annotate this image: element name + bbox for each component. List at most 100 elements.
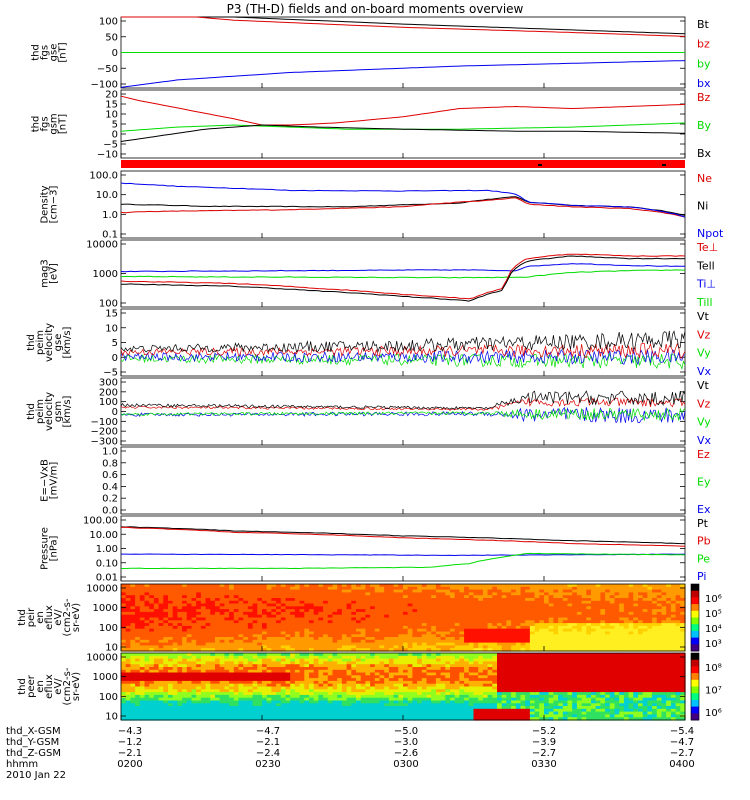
heatmap-cell xyxy=(426,642,432,646)
heatmap-cell xyxy=(647,620,653,624)
heatmap-cell xyxy=(224,645,230,649)
heatmap-cell xyxy=(172,586,178,591)
heatmap-cell xyxy=(591,584,597,588)
heatmap-cell xyxy=(450,686,456,690)
heatmap-cell xyxy=(309,717,315,721)
heatmap-cell xyxy=(562,609,569,613)
heatmap-cell xyxy=(210,658,216,662)
heatmap-cell xyxy=(168,655,174,660)
heatmap-cell xyxy=(130,703,136,707)
heatmap-cell xyxy=(135,628,141,633)
heatmap-cell xyxy=(440,598,446,602)
heatmap-cell xyxy=(168,700,174,704)
heatmap-cell xyxy=(360,686,366,690)
heatmap-cell xyxy=(266,700,272,704)
heatmap-cell xyxy=(168,609,174,613)
heatmap-cell xyxy=(252,678,258,682)
heatmap-cell xyxy=(440,639,446,644)
heatmap-cell xyxy=(247,711,254,715)
heatmap-cell xyxy=(558,614,564,619)
heatmap-cell xyxy=(431,642,437,646)
heatmap-cell xyxy=(257,625,263,630)
heatmap-cell xyxy=(271,603,277,607)
heatmap-cell xyxy=(591,606,597,610)
heatmap-cell xyxy=(135,683,141,688)
panel-electron_energy_flux: 10⁸10⁷10⁶10000100010010thdpeerenefluxeV/… xyxy=(17,653,722,723)
heatmap-cell xyxy=(445,595,451,599)
heatmap-cell xyxy=(280,598,287,602)
y-tick-label: 50 xyxy=(105,32,118,43)
heatmap-cell xyxy=(172,655,178,660)
heatmap-cell xyxy=(210,697,216,702)
heatmap-cell xyxy=(487,655,493,660)
heatmap-cell xyxy=(182,661,188,665)
heatmap-cell xyxy=(229,675,235,679)
heatmap-cell xyxy=(553,592,559,596)
heatmap-cell xyxy=(332,689,338,693)
heatmap-cell xyxy=(670,584,677,588)
heatmap-cell xyxy=(581,617,587,621)
heatmap-cell xyxy=(539,648,545,652)
heatmap-cell xyxy=(492,620,498,624)
heatmap-cell xyxy=(144,680,150,685)
heatmap-cell xyxy=(304,703,310,707)
heatmap-cell xyxy=(200,637,207,641)
heatmap-cell xyxy=(661,625,667,630)
heatmap-cell xyxy=(370,603,376,607)
heatmap-cell xyxy=(243,667,249,671)
heatmap-cell xyxy=(492,717,498,721)
heatmap-cell xyxy=(233,617,240,621)
heatmap-cell xyxy=(304,675,310,679)
heatmap-cell xyxy=(525,614,531,619)
heatmap-cell xyxy=(539,617,545,621)
heatmap-cell xyxy=(567,617,573,621)
heatmap-cell xyxy=(186,717,193,721)
heatmap-cell xyxy=(233,625,240,630)
heatmap-cell xyxy=(431,658,437,662)
heatmap-cell xyxy=(445,680,451,685)
heatmap-cell xyxy=(431,686,437,690)
heatmap-cell xyxy=(130,694,136,699)
heatmap-cell xyxy=(158,675,164,679)
heatmap-cell xyxy=(576,589,583,593)
heatmap-cell xyxy=(356,697,362,702)
heatmap-cell xyxy=(356,669,362,674)
heatmap-cell xyxy=(332,667,338,671)
heatmap-cell xyxy=(393,667,399,671)
heatmap-cell xyxy=(144,711,150,715)
heatmap-cell xyxy=(431,717,437,721)
heatmap-cell xyxy=(605,620,611,624)
heatmap-cell xyxy=(459,703,465,707)
heatmap-cell xyxy=(567,620,573,624)
heatmap-cell xyxy=(332,708,338,713)
heatmap-cell xyxy=(661,592,667,596)
heatmap-cell xyxy=(323,623,329,627)
heatmap-cell xyxy=(280,708,287,713)
heatmap-cell xyxy=(374,620,381,624)
heatmap-cell xyxy=(633,617,639,621)
heatmap-cell xyxy=(191,606,197,610)
heatmap-cell xyxy=(323,631,329,635)
y-tick-label: 10 xyxy=(105,110,118,121)
heatmap-cell xyxy=(327,669,334,674)
heatmap-cell xyxy=(482,648,489,652)
heatmap-cell xyxy=(558,584,564,588)
heatmap-cell xyxy=(191,700,197,704)
heatmap-cell xyxy=(351,611,357,616)
heatmap-cell xyxy=(309,620,315,624)
heatmap-cell xyxy=(299,595,305,599)
heatmap-cell xyxy=(482,620,489,624)
heatmap-cell xyxy=(257,606,263,610)
heatmap-cell xyxy=(417,664,423,668)
heatmap-cell xyxy=(398,642,404,646)
heatmap-cell xyxy=(440,703,446,707)
heatmap-cell xyxy=(229,697,235,702)
heatmap-cell xyxy=(196,686,202,690)
heatmap-cell xyxy=(445,653,451,657)
heatmap-cell xyxy=(215,606,221,610)
heatmap-cell xyxy=(591,586,597,591)
y-tick-label: 100 xyxy=(99,623,118,634)
heatmap-cell xyxy=(168,625,174,630)
heatmap-cell xyxy=(224,655,230,660)
heatmap-cell xyxy=(262,714,268,718)
